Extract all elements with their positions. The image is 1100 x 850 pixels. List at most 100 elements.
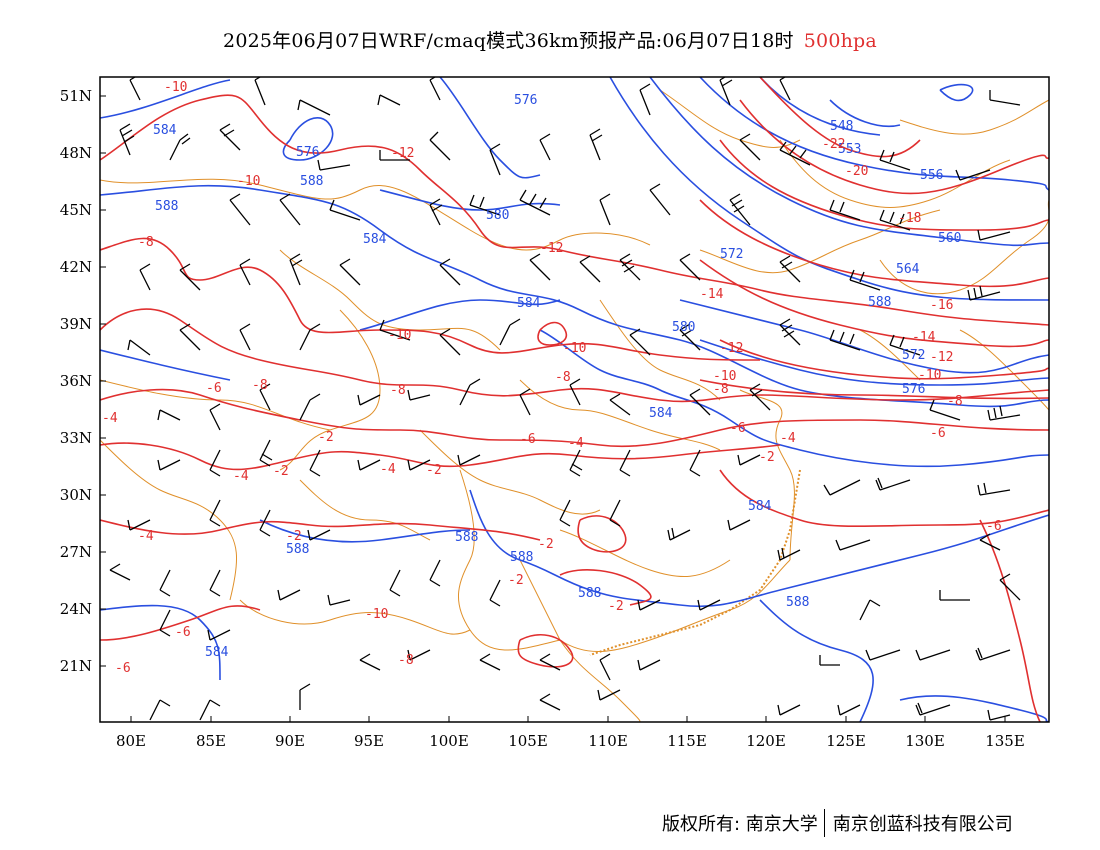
geopotential-label: 564 [896, 262, 920, 277]
temperature-label: -4 [568, 436, 584, 451]
y-tick-label: 45N [60, 201, 92, 219]
temperature-label: -10 [713, 369, 736, 384]
geopotential-label-layer: 576 584 576 588 588 580 584 584 580 572 … [153, 93, 961, 660]
footer-divider [823, 809, 825, 837]
y-tick-label: 24N [60, 600, 92, 618]
temperature-label: -4 [138, 529, 154, 544]
temperature-label: -6 [520, 432, 536, 447]
geopotential-label: 580 [672, 320, 695, 335]
geopotential-label: 576 [902, 382, 925, 397]
geopotential-label: 576 [514, 93, 537, 108]
temperature-label: -14 [700, 287, 724, 302]
y-tick-label: 36N [60, 372, 92, 390]
y-tick-label: 42N [60, 258, 92, 276]
geopotential-label: 588 [868, 295, 891, 310]
temperature-label: -2 [538, 537, 554, 552]
geopotential-label: 548 [830, 119, 853, 134]
geopotential-label: 572 [902, 348, 925, 363]
wind-barbs [109, 77, 1021, 721]
temperature-label: -8 [398, 653, 414, 668]
temperature-label: -10 [164, 80, 187, 95]
temperature-label: -6 [115, 661, 131, 676]
company-text: 南京创蓝科技有限公司 [832, 814, 1013, 835]
geopotential-label: 584 [748, 499, 772, 514]
geopotential-label: 584 [363, 232, 387, 247]
x-tick-label: 110E [588, 732, 628, 750]
temperature-label: -4 [780, 431, 796, 446]
geopotential-label: 588 [510, 550, 533, 565]
temperature-label: -8 [713, 382, 729, 397]
temperature-label: -6 [730, 421, 746, 436]
geopotential-label: 584 [205, 645, 229, 660]
temperature-label: -10 [365, 607, 388, 622]
geopotential-label: 560 [938, 231, 961, 246]
geopotential-label: 584 [153, 123, 177, 138]
x-tick-label: 85E [196, 732, 226, 750]
y-tick-label: 39N [60, 315, 92, 333]
y-tick-label: 51N [60, 87, 92, 105]
map-title: 2025年06月07日WRF/cmaq模式36km预报产品:06月07日18时 5… [0, 26, 1100, 53]
copyright-text: 版权所有: 南京大学 [662, 814, 818, 835]
temperature-label: -2 [318, 430, 334, 445]
temperature-label: -8 [390, 383, 406, 398]
temperature-label: -22 [822, 137, 845, 152]
map-frame [99, 76, 1050, 723]
x-axis-labels: 80E 85E 90E 95E 100E 105E 110E 115E 120E… [116, 732, 1025, 750]
x-tick-label: 95E [354, 732, 384, 750]
x-tick-label: 105E [508, 732, 548, 750]
geopotential-label: 588 [578, 586, 601, 601]
geopotential-label: 553 [838, 142, 861, 157]
y-tick-label: 33N [60, 429, 92, 447]
coastline [589, 469, 801, 656]
x-tick-label: 130E [905, 732, 945, 750]
geopotential-label: 588 [455, 530, 478, 545]
temperature-label: -6 [986, 519, 1002, 534]
temperature-contours [100, 77, 1049, 722]
temperature-label: -10 [237, 174, 260, 189]
temperature-label: -16 [930, 298, 953, 313]
temperature-label: -6 [206, 381, 222, 396]
x-tick-label: 80E [116, 732, 146, 750]
temperature-label: -8 [555, 370, 571, 385]
temperature-label: -4 [233, 469, 249, 484]
temperature-label: -2 [273, 464, 289, 479]
temperature-label: -4 [102, 411, 118, 426]
geopotential-label: 580 [486, 208, 509, 223]
temperature-label: -8 [252, 378, 268, 393]
y-tick-label: 21N [60, 657, 92, 675]
temperature-label: -10 [563, 341, 586, 356]
geopotential-label: 584 [649, 406, 673, 421]
geopotential-label: 572 [720, 247, 743, 262]
temperature-label: -2 [508, 573, 524, 588]
temperature-label: -18 [898, 211, 921, 226]
temperature-label: -8 [138, 235, 154, 250]
geopotential-label: 556 [920, 168, 943, 183]
y-tick-label: 30N [60, 486, 92, 504]
x-tick-label: 115E [667, 732, 707, 750]
x-tick-label: 125E [826, 732, 866, 750]
temperature-label: -2 [426, 463, 442, 478]
temperature-label: -12 [540, 241, 563, 256]
geopotential-label: 588 [155, 199, 178, 214]
y-tick-label: 48N [60, 144, 92, 162]
temperature-label: -12 [930, 350, 953, 365]
axis-ticks [100, 95, 1006, 722]
temperature-label: -14 [912, 330, 936, 345]
footer: 版权所有: 南京大学 南京创蓝科技有限公司 [662, 809, 1013, 837]
geopotential-label: 588 [286, 542, 309, 557]
temperature-label: -2 [608, 599, 624, 614]
temperature-label: -20 [845, 164, 868, 179]
temperature-label: -8 [947, 394, 963, 409]
title-main: 2025年06月07日WRF/cmaq模式36km预报产品:06月07日18时 [223, 30, 794, 52]
temperature-label-layer: -10 -12 -10 -8 -12 -14 -10 -10 -12 -8 -1… [102, 80, 1002, 676]
y-tick-label: 27N [60, 543, 92, 561]
x-tick-label: 100E [429, 732, 469, 750]
geopotential-label: 576 [296, 145, 319, 160]
temperature-label: -6 [930, 426, 946, 441]
temperature-label: -2 [286, 529, 302, 544]
geopotential-label: 584 [517, 296, 541, 311]
title-level: 500hpa [803, 30, 877, 52]
temperature-label: -12 [391, 146, 414, 161]
x-tick-label: 120E [746, 732, 786, 750]
